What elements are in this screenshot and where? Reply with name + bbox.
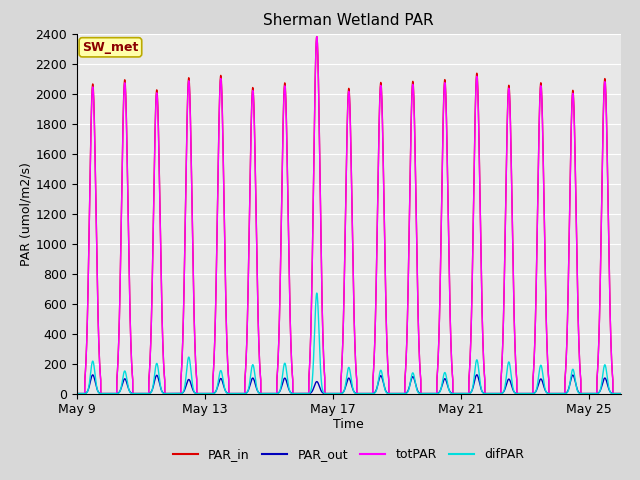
difPAR [159,390,167,396]
PAR_out [186,379,194,384]
difPAR [186,360,194,366]
difPAR [617,391,625,396]
Line: totPAR: totPAR [77,36,621,394]
Line: PAR_out: PAR_out [77,375,621,394]
Y-axis label: PAR (umol/m2/s): PAR (umol/m2/s) [19,162,33,265]
PAR_out [617,391,625,396]
PAR_in [407,121,415,127]
PAR_in [313,34,321,39]
totPAR [73,391,81,396]
totPAR [407,123,415,129]
X-axis label: Time: Time [333,418,364,431]
Line: difPAR: difPAR [77,293,621,394]
Line: PAR_in: PAR_in [77,36,621,394]
PAR_in [401,371,409,377]
PAR_in [73,391,81,396]
PAR_in [159,358,167,363]
PAR_out [159,390,167,396]
Legend: PAR_in, PAR_out, totPAR, difPAR: PAR_in, PAR_out, totPAR, difPAR [168,443,529,466]
difPAR [407,375,415,381]
totPAR [122,117,130,123]
Text: SW_met: SW_met [82,41,139,54]
totPAR [159,358,167,364]
difPAR [73,391,81,396]
totPAR [313,34,321,39]
PAR_out [461,391,469,396]
totPAR [401,371,409,377]
PAR_out [73,391,81,396]
difPAR [401,391,409,396]
PAR_in [186,103,194,109]
PAR_in [461,391,469,396]
PAR_out [473,372,481,378]
totPAR [617,391,625,396]
PAR_out [401,391,409,396]
PAR_out [407,378,415,384]
PAR_in [122,114,130,120]
difPAR [313,290,321,296]
totPAR [461,391,469,396]
PAR_out [122,379,130,384]
difPAR [461,391,469,396]
PAR_in [617,391,625,396]
totPAR [186,106,194,112]
difPAR [122,373,130,379]
Title: Sherman Wetland PAR: Sherman Wetland PAR [264,13,434,28]
